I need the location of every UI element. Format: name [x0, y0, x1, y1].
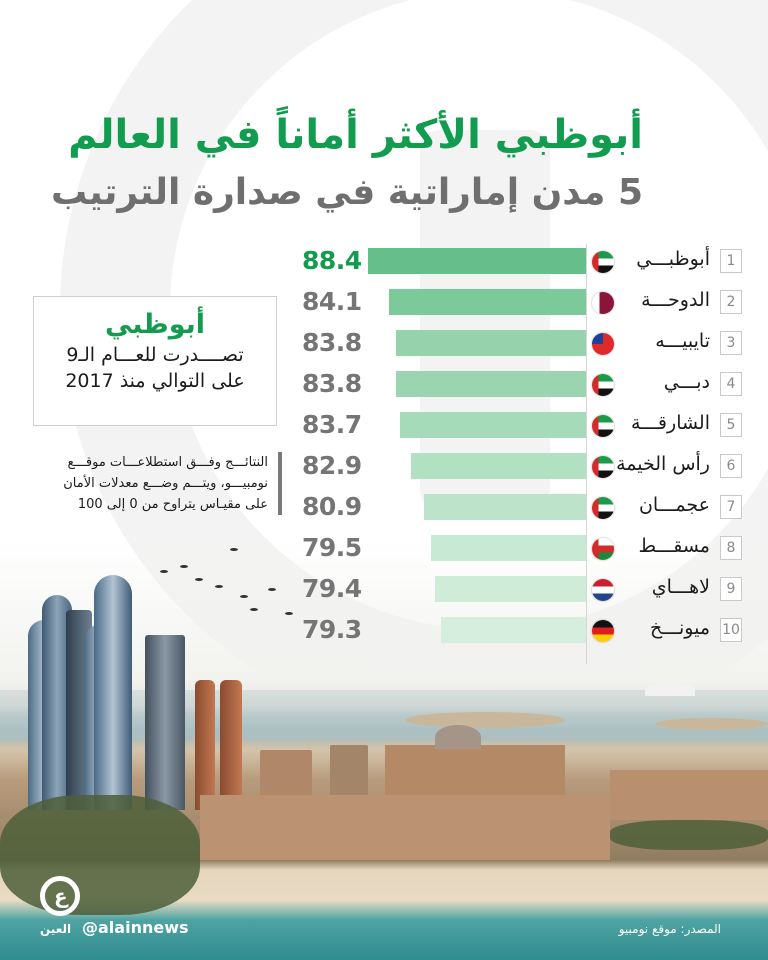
city-label: تايبيـــه	[655, 330, 710, 352]
methodology-note: النتائـــج وفـــق استطلاعـــات موقـــع ن…	[32, 452, 282, 515]
chart-row: 82.9 رأس الخيمة 6	[0, 449, 768, 489]
logo-text: العين	[40, 922, 72, 936]
city-label: دبـــي	[663, 371, 710, 393]
bird	[195, 578, 203, 581]
rank-box: 3	[720, 331, 742, 355]
abu-dhabi-skyline-photo	[0, 540, 768, 960]
chart-row: 79.4 لاهـــاي 9	[0, 572, 768, 612]
bar	[396, 371, 586, 397]
rank-box: 10	[720, 618, 742, 642]
emirates-palace-wing	[200, 795, 610, 860]
chart-row: 80.9 عجمـــان 7	[0, 490, 768, 530]
bar-value: 88.4	[302, 246, 362, 275]
rank-box: 4	[720, 372, 742, 396]
island	[655, 718, 768, 730]
office-tower	[145, 635, 185, 810]
bird	[180, 565, 188, 568]
bar-value: 84.1	[302, 287, 362, 316]
chart-row: 83.8 دبـــي 4	[0, 367, 768, 407]
bar-value: 79.4	[302, 574, 362, 603]
chart-row: 79.5 مسقـــط 8	[0, 531, 768, 571]
rank-box: 6	[720, 454, 742, 478]
oman-flag-icon	[592, 538, 614, 560]
bird	[215, 585, 223, 588]
bar	[431, 535, 586, 561]
city-label: مسقـــط	[638, 535, 710, 557]
logo-glyph: ع	[54, 884, 68, 908]
page-title: أبوظبي الأكثر أماناً في العالم	[68, 112, 643, 158]
bar-value: 82.9	[302, 451, 362, 480]
bar-value: 80.9	[302, 492, 362, 521]
chart-row: 88.4 أبوظبـــي 1	[0, 244, 768, 284]
city-label: ميونـــخ	[650, 617, 710, 639]
bird	[285, 612, 293, 615]
note-line-1: النتائـــج وفـــق استطلاعـــات موقـــع	[67, 455, 268, 470]
bar	[424, 494, 586, 520]
taiwan-flag-icon	[592, 333, 614, 355]
source-credit: المصدر: موقع نومبيو	[618, 922, 721, 936]
chart-row: 84.1 الدوحـــة 2	[0, 285, 768, 325]
palm-trees	[0, 795, 200, 915]
bab-al-qasr-tower	[220, 680, 242, 810]
rank-box: 2	[720, 290, 742, 314]
chart-row: 79.3 ميونـــخ 10	[0, 613, 768, 653]
white-tent-dome	[645, 683, 695, 696]
bar	[400, 412, 586, 438]
netherlands-flag-icon	[592, 579, 614, 601]
note-line-2: نومبيـــو، ويتـــم وضـــع معدلات الأمان	[63, 476, 268, 491]
bar	[396, 330, 586, 356]
chart-axis-line	[586, 244, 587, 664]
chart-row: 83.8 تايبيـــه 3	[0, 326, 768, 366]
rank-box: 5	[720, 413, 742, 437]
bar-value: 79.3	[302, 615, 362, 644]
uae-flag-icon	[592, 374, 614, 396]
island	[405, 712, 565, 728]
bar	[411, 453, 586, 479]
rank-box: 1	[720, 249, 742, 273]
city-label: عجمـــان	[638, 494, 710, 516]
bar-value: 79.5	[302, 533, 362, 562]
bar	[389, 289, 586, 315]
bird	[250, 608, 258, 611]
city-label: الشارقـــة	[631, 412, 710, 434]
alain-logo-icon: ع	[40, 876, 80, 916]
uae-flag-icon	[592, 456, 614, 478]
note-line-3: على مقيـاس يتراوح من 0 إلى 100	[77, 497, 268, 512]
bar-value: 83.7	[302, 410, 362, 439]
uae-flag-icon	[592, 251, 614, 273]
page-subtitle: 5 مدن إماراتية في صدارة الترتيب	[51, 172, 643, 213]
city-label: رأس الخيمة	[616, 453, 710, 475]
emirates-palace-wing	[610, 770, 768, 820]
city-label: الدوحـــة	[641, 289, 710, 311]
germany-flag-icon	[592, 620, 614, 642]
social-handle: @alainnews	[82, 918, 189, 937]
highlight-line-2: على التوالي منذ 2017	[65, 370, 245, 392]
uae-flag-icon	[592, 415, 614, 437]
city-label: أبوظبـــي	[636, 248, 710, 270]
bar	[435, 576, 586, 602]
bar-value: 83.8	[302, 369, 362, 398]
rank-box: 7	[720, 495, 742, 519]
bird	[268, 588, 276, 591]
bar-value: 83.8	[302, 328, 362, 357]
rank-box: 9	[720, 577, 742, 601]
bird	[240, 595, 248, 598]
palace-dome	[435, 725, 481, 749]
bab-al-qasr-tower	[195, 680, 215, 810]
etihad-tower	[94, 575, 132, 810]
palm-trees	[610, 820, 768, 850]
highlight-box: أبوظبي تصــــدرت للعـــام الـ9 على التوا…	[33, 296, 277, 426]
highlight-city: أبوظبي	[104, 309, 206, 340]
highlight-line-1: تصــــدرت للعـــام الـ9	[66, 344, 244, 366]
bird	[160, 570, 168, 573]
bird	[230, 548, 238, 551]
uae-flag-icon	[592, 497, 614, 519]
rank-box: 8	[720, 536, 742, 560]
city-label: لاهـــاي	[651, 576, 710, 598]
bar	[368, 248, 586, 274]
qatar-flag-icon	[592, 292, 614, 314]
background-logo-stem	[420, 130, 550, 510]
bar	[441, 617, 586, 643]
chart-row: 83.7 الشارقـــة 5	[0, 408, 768, 448]
